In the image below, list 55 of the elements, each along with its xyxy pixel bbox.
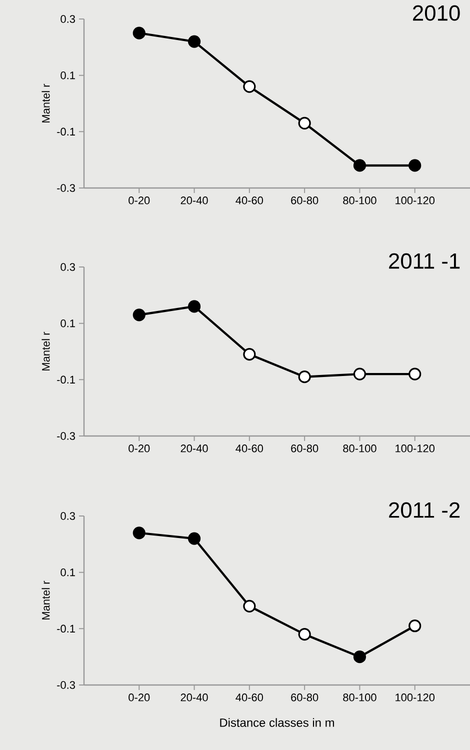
x-tick-label: 0-20 xyxy=(128,694,150,702)
y-tick-label: 0.3 xyxy=(60,263,75,271)
chart-title: 2010 xyxy=(413,5,460,21)
point xyxy=(243,348,256,361)
chart-title: 2011 -2 xyxy=(389,502,460,518)
chart-title: 2011 -1 xyxy=(389,253,460,269)
point xyxy=(188,35,201,48)
point xyxy=(132,526,146,540)
y-tick-label: -0.3 xyxy=(57,432,75,440)
point xyxy=(243,80,256,93)
x-tick-label: 60-80 xyxy=(291,694,318,702)
point xyxy=(408,159,422,172)
point xyxy=(353,159,366,172)
y-tick-label: 0.1 xyxy=(60,71,75,80)
x-tick-label: 80-100 xyxy=(343,444,376,452)
x-tick-label: 20-40 xyxy=(180,444,208,452)
y-tick-label: -0.3 xyxy=(57,681,75,689)
x-tick-label: 100-120 xyxy=(396,694,435,702)
point xyxy=(298,116,311,130)
y-tick-label: -0.1 xyxy=(57,376,75,384)
y-tick-label: 0.1 xyxy=(60,319,75,328)
x-tick-label: 20-40 xyxy=(180,694,208,702)
x-tick-label: 40-60 xyxy=(236,694,263,702)
y-tick-label: -0.1 xyxy=(57,624,75,633)
point xyxy=(353,368,366,380)
x-tick-label: 0-20 xyxy=(128,444,150,452)
point xyxy=(243,600,256,612)
x-tick-label: 0-20 xyxy=(128,196,150,204)
point xyxy=(353,650,366,664)
y-tick-label: 0.3 xyxy=(60,512,75,520)
x-tick-label: 60-80 xyxy=(291,444,318,452)
point xyxy=(408,368,422,380)
x-tick-label: 100-120 xyxy=(396,196,435,204)
x-tick-label: 20-40 xyxy=(180,196,208,204)
y-tick-label: 0.1 xyxy=(60,568,75,576)
x-tick-label: 80-100 xyxy=(343,694,376,702)
point xyxy=(188,532,201,545)
point xyxy=(188,300,201,313)
x-tick-label: 80-100 xyxy=(343,196,376,204)
x-tick-label: 40-60 xyxy=(236,196,263,204)
x-tick-label: 60-80 xyxy=(291,196,318,204)
point xyxy=(298,628,311,641)
y-tick-label: -0.1 xyxy=(57,128,75,136)
y-axis-title: Mantel r xyxy=(42,84,50,122)
point xyxy=(298,370,311,384)
x-axis-title: Distance classes in m xyxy=(220,718,334,727)
point xyxy=(408,620,422,632)
point xyxy=(132,26,146,40)
y-tick-label: -0.3 xyxy=(57,184,75,192)
x-tick-label: 100-120 xyxy=(396,444,435,452)
x-tick-label: 40-60 xyxy=(236,444,263,452)
point xyxy=(132,308,146,322)
y-axis-title: Mantel r xyxy=(42,332,50,370)
y-tick-label: 0.3 xyxy=(60,15,75,23)
y-axis-title: Mantel r xyxy=(42,580,50,620)
